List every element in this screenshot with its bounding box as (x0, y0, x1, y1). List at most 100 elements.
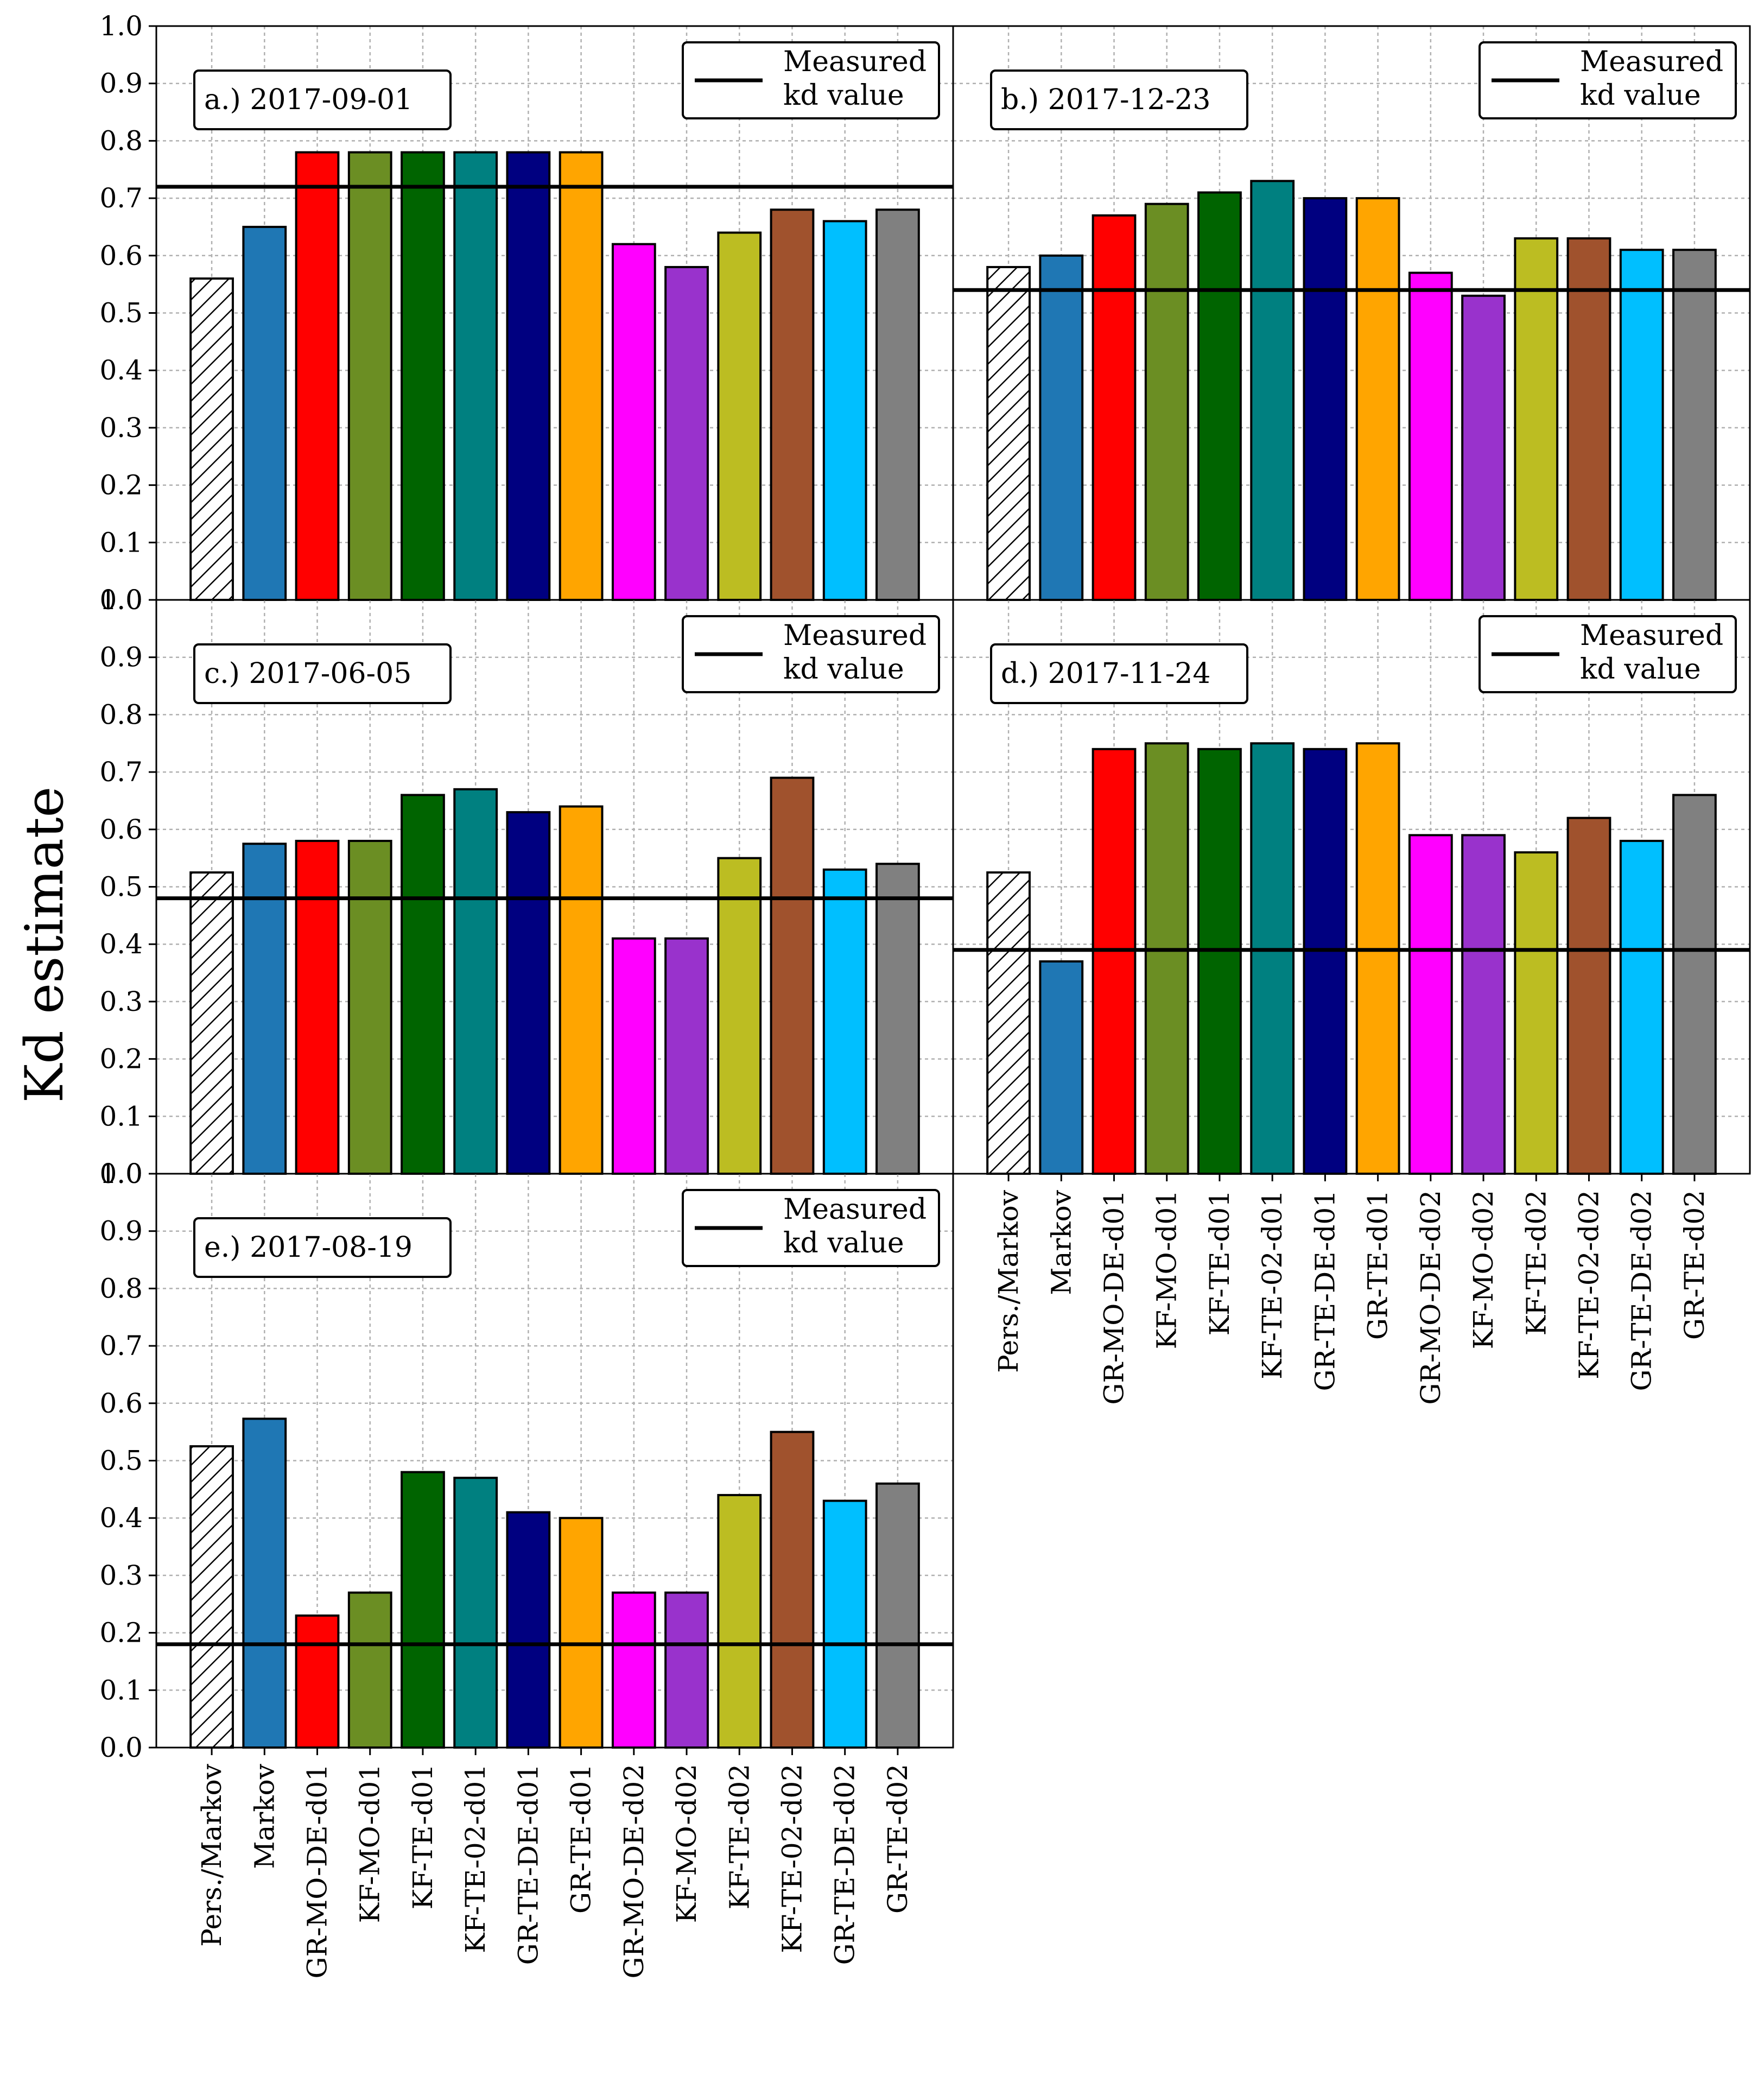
y-tick-label: 0.5 (99, 871, 143, 903)
legend-text-line2: kd value (1580, 79, 1701, 112)
x-tick-label: KF-TE-02-d02 (1573, 1190, 1604, 1379)
bar-b-2 (1092, 214, 1137, 601)
bar-c-10 (717, 857, 762, 1175)
y-tick-label: 0.4 (99, 355, 143, 386)
bar-a-13 (875, 208, 920, 601)
y-tick-label: 0.6 (99, 814, 143, 845)
y-tick-label: 0.0 (99, 1158, 143, 1189)
y-tick-label: 0.8 (99, 125, 143, 156)
y-tick-label: 0.5 (99, 1445, 143, 1477)
bar-c-11 (770, 776, 815, 1175)
bar-b-7 (1355, 197, 1400, 602)
x-tick-label: GR-MO-DE-d02 (1415, 1190, 1446, 1404)
x-tick-label: Pers./Markov (196, 1763, 227, 1947)
legend-text-line1: Measured (783, 46, 927, 78)
bar-e-11 (770, 1431, 815, 1749)
bar-a-11 (770, 208, 815, 601)
bar-b-3 (1144, 202, 1189, 602)
bar-d-0 (986, 871, 1031, 1175)
y-tick-label: 0.8 (99, 699, 143, 730)
bar-c-1 (242, 843, 287, 1175)
y-tick-label: 0.8 (99, 1273, 143, 1304)
bar-b-9 (1461, 294, 1506, 601)
x-tick-label: GR-TE-d01 (566, 1764, 597, 1914)
bar-b-8 (1408, 271, 1453, 601)
x-tick-label: GR-MO-DE-d02 (618, 1764, 650, 1978)
y-axis-label: Kd estimate (14, 787, 75, 1103)
x-tick-label: Markov (1045, 1189, 1077, 1295)
y-tick-label: 1.0 (99, 584, 143, 616)
panel-title-d: d.) 2017-11-24 (990, 643, 1248, 704)
x-tick-label: GR-TE-d02 (1679, 1190, 1710, 1340)
bar-e-0 (189, 1445, 234, 1749)
y-tick-label: 1.0 (99, 1158, 143, 1189)
y-tick-label: 0.1 (99, 1100, 143, 1132)
bar-e-12 (822, 1499, 867, 1749)
y-tick-label: 0.1 (99, 527, 143, 558)
legend-text-line2: kd value (783, 653, 904, 686)
x-tick-label: GR-TE-DE-d02 (1626, 1190, 1658, 1391)
x-tick-label: GR-TE-d02 (882, 1764, 913, 1914)
bar-c-7 (559, 805, 604, 1175)
x-tick-label: KF-TE-02-d01 (460, 1764, 491, 1953)
y-tick-label: 0.7 (99, 182, 143, 214)
bar-d-9 (1461, 834, 1506, 1175)
x-tick-label: KF-MO-d01 (1151, 1190, 1183, 1349)
y-tick-label: 1.0 (99, 10, 143, 42)
y-tick-label: 0.9 (99, 1216, 143, 1247)
bar-e-4 (401, 1471, 445, 1749)
bar-c-2 (295, 839, 340, 1175)
x-tick-label: KF-MO-d01 (354, 1764, 386, 1923)
bar-a-2 (295, 151, 340, 602)
bar-b-13 (1672, 249, 1717, 602)
legend-text-line1: Measured (783, 1193, 927, 1226)
bar-d-4 (1197, 748, 1242, 1175)
bar-c-5 (453, 788, 498, 1175)
y-tick-label: 0.0 (99, 584, 143, 616)
bar-b-12 (1619, 249, 1664, 602)
bar-a-8 (611, 243, 656, 602)
bar-c-13 (875, 863, 920, 1175)
y-tick-label: 0.2 (99, 1043, 143, 1075)
legend-text-line2: kd value (1580, 653, 1701, 686)
y-tick-label: 0.2 (99, 470, 143, 501)
bar-b-0 (986, 265, 1031, 601)
panel-title-text-e: e.) 2017-08-19 (204, 1231, 413, 1264)
bar-a-3 (347, 151, 392, 602)
x-tick-label: GR-MO-DE-d01 (1099, 1190, 1130, 1404)
bar-e-10 (717, 1493, 762, 1749)
bar-b-4 (1197, 191, 1242, 601)
panel-title-c: c.) 2017-06-05 (193, 643, 452, 704)
x-tick-label: KF-TE-d01 (407, 1764, 439, 1909)
x-tick-label: Markov (249, 1763, 280, 1869)
x-tick-label: KF-MO-d02 (671, 1764, 702, 1923)
y-tick-label: 0.5 (99, 298, 143, 329)
x-tick-label: KF-TE-d02 (724, 1764, 755, 1909)
bar-d-10 (1514, 851, 1559, 1175)
x-tick-label: KF-TE-d01 (1204, 1190, 1235, 1336)
bar-d-2 (1092, 748, 1137, 1175)
bar-b-5 (1250, 180, 1295, 601)
x-tick-label: GR-TE-DE-d02 (829, 1764, 861, 1965)
legend-text-line1: Measured (1580, 619, 1723, 652)
bar-d-7 (1355, 742, 1400, 1175)
x-tick-label: KF-TE-d02 (1520, 1190, 1552, 1336)
y-tick-label: 0.3 (99, 412, 143, 444)
bar-c-0 (189, 871, 234, 1175)
bar-a-1 (242, 225, 287, 601)
bar-a-10 (717, 231, 762, 601)
legend-text-line2: kd value (783, 1227, 904, 1259)
bar-d-6 (1303, 748, 1348, 1175)
y-tick-label: 0.0 (99, 1732, 143, 1763)
bar-a-0 (189, 277, 234, 601)
